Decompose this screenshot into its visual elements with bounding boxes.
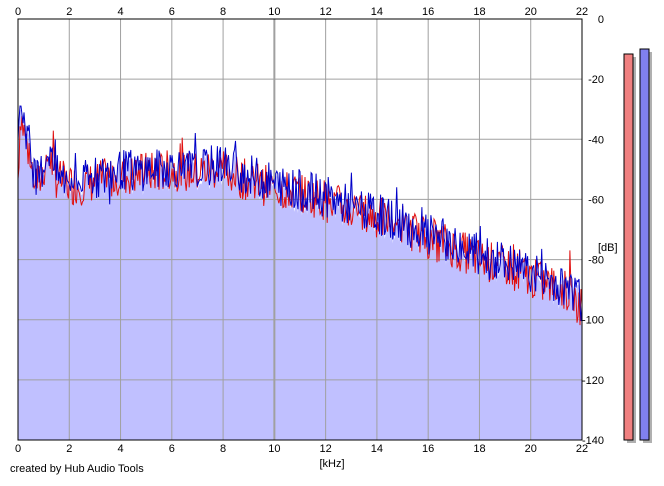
x-tick-label-top: 10	[268, 6, 280, 18]
x-tick-label-bottom: 6	[169, 443, 175, 455]
y-tick-label: -40	[588, 134, 604, 146]
x-tick-label-bottom: 2	[66, 443, 72, 455]
meter-right	[639, 48, 650, 441]
meter-left	[623, 53, 634, 441]
x-tick-label-bottom: 10	[268, 443, 280, 455]
x-tick-labels-top: 0 2 4 6 8 10 12 14 16 18 20 22	[15, 6, 588, 18]
y-tick-label: -20	[588, 74, 604, 86]
level-meters	[623, 48, 652, 443]
x-axis-label: [kHz]	[319, 458, 344, 470]
credit-text: created by Hub Audio Tools	[10, 463, 144, 475]
y-tick-label: -80	[588, 255, 604, 267]
x-tick-labels-bottom: 0 2 4 6 8 10 12 14 16 18 20 22	[15, 443, 588, 455]
x-tick-label-top: 18	[473, 6, 485, 18]
x-tick-label-top: 4	[117, 6, 123, 18]
x-tick-label-bottom: 8	[220, 443, 226, 455]
x-tick-label-top: 0	[15, 6, 21, 18]
x-tick-label-bottom: 14	[371, 443, 383, 455]
y-axis-label: [dB]	[598, 242, 618, 254]
y-tick-label: -120	[582, 375, 604, 387]
x-tick-label-bottom: 0	[15, 443, 21, 455]
y-tick-label: -140	[582, 435, 604, 447]
x-tick-label-top: 8	[220, 6, 226, 18]
x-tick-label-top: 14	[371, 6, 383, 18]
series-right-channel	[17, 105, 583, 322]
plot-frame	[17, 18, 583, 441]
y-tick-labels: 0 -20 -40 -60 -80 -100 -120 -140	[582, 14, 604, 447]
x-tick-label-top: 22	[576, 6, 588, 18]
spectrum-fill	[18, 110, 582, 440]
spectrum-fill-layer	[18, 110, 582, 440]
x-tick-label-bottom: 22	[576, 443, 588, 455]
x-tick-label-top: 16	[422, 6, 434, 18]
y-tick-label: 0	[598, 14, 604, 26]
x-tick-label-bottom: 20	[525, 443, 537, 455]
plot-border	[17, 18, 583, 441]
x-tick-label-top: 12	[320, 6, 332, 18]
x-tick-label-bottom: 18	[473, 443, 485, 455]
x-tick-label-top: 2	[66, 6, 72, 18]
x-tick-label-top: 6	[169, 6, 175, 18]
spectrum-lines	[17, 105, 583, 326]
x-tick-label-bottom: 16	[422, 443, 434, 455]
x-tick-label-bottom: 4	[117, 443, 123, 455]
y-tick-label: -60	[588, 194, 604, 206]
x-tick-label-top: 20	[525, 6, 537, 18]
y-tick-label: -100	[582, 315, 604, 327]
x-tick-label-bottom: 12	[320, 443, 332, 455]
